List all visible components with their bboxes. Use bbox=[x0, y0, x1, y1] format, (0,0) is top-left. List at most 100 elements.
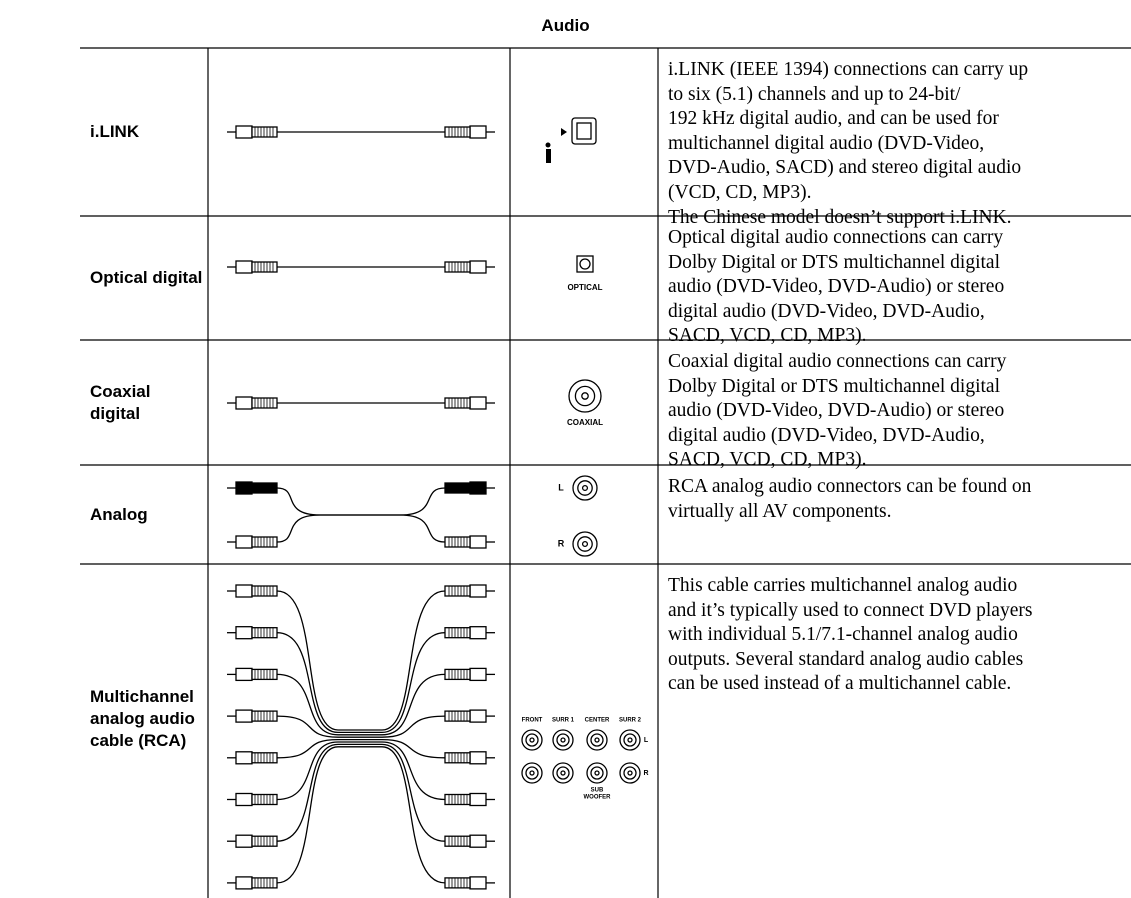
plug-body bbox=[235, 626, 253, 640]
plug-body bbox=[235, 481, 253, 495]
description-line: 192 kHz digital audio, and can be used f… bbox=[668, 108, 999, 130]
jack-label: COAXIAL bbox=[567, 418, 603, 427]
description-line: multichannel digital audio (DVD-Video, bbox=[668, 132, 985, 154]
plug-body bbox=[235, 751, 253, 765]
label-line: Multichannel bbox=[90, 687, 194, 706]
jack bbox=[572, 475, 598, 501]
jack bbox=[627, 737, 633, 743]
description-line: Dolby Digital or DTS multichannel digita… bbox=[668, 375, 1000, 397]
description-line: SACD, VCD, CD, MP3). bbox=[668, 449, 867, 471]
jack bbox=[556, 733, 570, 747]
jack bbox=[594, 737, 600, 743]
jack bbox=[594, 770, 600, 776]
plug-body bbox=[469, 260, 487, 274]
cable bbox=[276, 746, 446, 884]
plug-body bbox=[235, 709, 253, 723]
jack-label: CENTER bbox=[585, 718, 610, 724]
row-description: i.LINK (IEEE 1394) connections can carry… bbox=[668, 58, 1128, 230]
plug-body bbox=[235, 834, 253, 848]
label-line: cable (RCA) bbox=[90, 731, 187, 750]
jack bbox=[525, 766, 539, 780]
description-line: outputs. Several standard analog audio c… bbox=[668, 648, 1024, 670]
jack bbox=[568, 379, 602, 413]
jack-label: L bbox=[644, 737, 649, 744]
description-line: Dolby Digital or DTS multichannel digita… bbox=[668, 251, 1000, 273]
plug-body bbox=[235, 535, 253, 549]
jack bbox=[577, 480, 593, 496]
jack-label: R bbox=[558, 538, 565, 548]
jack-label: L bbox=[558, 482, 564, 492]
ilink-i bbox=[546, 149, 551, 163]
plug-body bbox=[469, 709, 487, 723]
jack bbox=[525, 733, 539, 747]
plug-body bbox=[469, 876, 487, 890]
jack-label: SURR 2 bbox=[619, 718, 642, 724]
plug-body bbox=[235, 260, 253, 274]
label-line: Coaxial digital bbox=[90, 381, 151, 423]
label-line: Analog bbox=[90, 504, 148, 524]
description-line: The Chinese model doesn’t support i.LINK… bbox=[668, 206, 1012, 228]
description-line: with individual 5.1/7.1-channel analog a… bbox=[668, 624, 1018, 646]
jack bbox=[560, 770, 566, 776]
jack bbox=[619, 729, 641, 751]
jack bbox=[586, 762, 608, 784]
plug-body bbox=[235, 876, 253, 890]
plug-body bbox=[469, 396, 487, 410]
row-label: i.LINK bbox=[90, 121, 205, 143]
row-description: Coaxial digital audio connections can ca… bbox=[668, 350, 1128, 473]
jack bbox=[529, 737, 535, 743]
ilink-dot bbox=[545, 142, 551, 148]
cable bbox=[276, 673, 446, 736]
plug-body bbox=[235, 584, 253, 598]
jack-hole bbox=[579, 258, 591, 270]
plug-body bbox=[469, 834, 487, 848]
arrow bbox=[561, 128, 567, 136]
table-title: Audio bbox=[541, 16, 590, 35]
plug-body bbox=[469, 667, 487, 682]
plug-body bbox=[469, 626, 487, 640]
description-line: to six (5.1) channels and up to 24-bit/ bbox=[668, 83, 961, 105]
jack bbox=[627, 770, 633, 776]
description-line: SACD, VCD, CD, MP3). bbox=[668, 325, 867, 347]
plug-body bbox=[469, 792, 487, 807]
jack bbox=[577, 536, 593, 552]
port bbox=[571, 117, 597, 145]
row-label: Multichannel analog audio cable (RCA) bbox=[90, 686, 205, 752]
cable bbox=[276, 514, 446, 543]
jack bbox=[581, 484, 589, 492]
jack bbox=[552, 729, 574, 751]
description-line: RCA analog audio connectors can be found… bbox=[668, 476, 1032, 497]
description-line: This cable carries multichannel analog a… bbox=[668, 575, 1018, 596]
row-description: Optical digital audio connections can ca… bbox=[668, 226, 1128, 349]
description-line: can be used instead of a multichannel ca… bbox=[668, 673, 1012, 695]
jack bbox=[576, 255, 594, 273]
jack bbox=[619, 762, 641, 784]
description-line: and it’s typically used to connect DVD p… bbox=[668, 599, 1033, 621]
plug-body bbox=[469, 125, 487, 139]
label-line: analog audio bbox=[90, 709, 195, 728]
jack bbox=[521, 729, 543, 751]
jack bbox=[623, 766, 637, 780]
description-line: digital audio (DVD-Video, DVD-Audio, bbox=[668, 424, 985, 446]
cable bbox=[276, 743, 446, 842]
jack bbox=[556, 766, 570, 780]
description-line: virtually all AV components. bbox=[668, 500, 892, 522]
jack bbox=[529, 770, 535, 776]
jack-label: SUB bbox=[591, 788, 604, 794]
plug-body bbox=[469, 751, 487, 765]
plug-body bbox=[235, 667, 253, 682]
cable bbox=[276, 715, 446, 738]
jack-label: SURR 1 bbox=[552, 718, 575, 724]
description-line: (VCD, CD, MP3). bbox=[668, 181, 812, 203]
jack bbox=[586, 729, 608, 751]
plug-body bbox=[469, 584, 487, 598]
jack bbox=[590, 766, 604, 780]
jack bbox=[552, 762, 574, 784]
description-line: audio (DVD-Video, DVD-Audio) or stereo bbox=[668, 276, 1005, 298]
description-line: audio (DVD-Video, DVD-Audio) or stereo bbox=[668, 400, 1005, 422]
plug-body bbox=[469, 535, 487, 549]
jack bbox=[574, 385, 596, 407]
cable bbox=[276, 741, 446, 801]
